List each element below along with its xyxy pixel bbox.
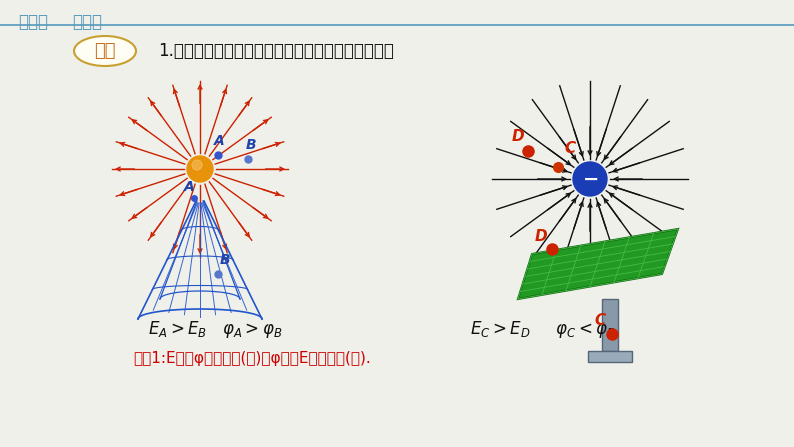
Text: D: D <box>535 229 548 244</box>
Text: A: A <box>184 180 195 194</box>
Text: −: − <box>583 169 599 189</box>
Text: 新高考: 新高考 <box>72 13 102 31</box>
Circle shape <box>192 160 202 170</box>
Polygon shape <box>602 299 618 351</box>
Text: B: B <box>220 253 230 267</box>
Text: $E_C > E_D$     $\varphi_C < \varphi_D$: $E_C > E_D$ $\varphi_C < \varphi_D$ <box>470 319 617 340</box>
Text: 新教材: 新教材 <box>18 13 48 31</box>
Text: 思考: 思考 <box>94 42 116 60</box>
Text: C: C <box>564 141 575 156</box>
Text: 结论1:E大处φ不一定高(低)；φ高处E不一定大(小).: 结论1:E大处φ不一定高(低)；φ高处E不一定大(小). <box>133 351 371 367</box>
Text: 1.场强度大的的地方电势是否一定高？反之又如何？: 1.场强度大的的地方电势是否一定高？反之又如何？ <box>158 42 394 60</box>
Circle shape <box>573 162 607 196</box>
Text: $E_A > E_B$   $\varphi_A > \varphi_B$: $E_A > E_B$ $\varphi_A > \varphi_B$ <box>148 319 283 340</box>
Text: A: A <box>214 134 225 148</box>
Polygon shape <box>518 229 678 299</box>
Circle shape <box>187 156 213 182</box>
Text: C: C <box>594 313 605 328</box>
Polygon shape <box>588 351 632 362</box>
Text: B: B <box>246 138 256 152</box>
Ellipse shape <box>74 36 136 66</box>
Text: D: D <box>512 129 525 144</box>
